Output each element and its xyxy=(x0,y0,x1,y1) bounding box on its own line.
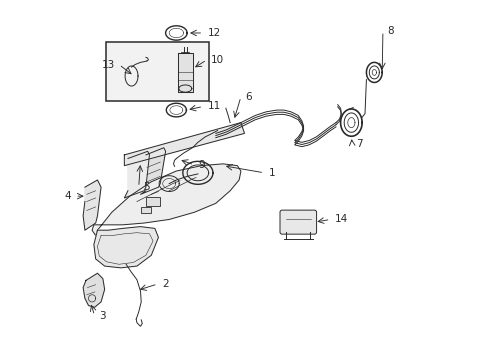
Text: 11: 11 xyxy=(207,102,221,112)
Polygon shape xyxy=(178,53,192,92)
Text: 4: 4 xyxy=(64,191,71,201)
FancyBboxPatch shape xyxy=(140,207,151,213)
Text: 13: 13 xyxy=(101,59,115,69)
Polygon shape xyxy=(124,151,149,198)
Polygon shape xyxy=(83,273,104,307)
Text: 5: 5 xyxy=(142,182,149,192)
FancyBboxPatch shape xyxy=(280,210,316,234)
Text: 2: 2 xyxy=(162,279,168,289)
Polygon shape xyxy=(140,148,165,194)
Text: 1: 1 xyxy=(268,168,275,178)
Text: 7: 7 xyxy=(356,139,362,149)
FancyBboxPatch shape xyxy=(145,197,160,206)
Text: 10: 10 xyxy=(211,55,224,65)
Polygon shape xyxy=(92,164,241,235)
Text: 9: 9 xyxy=(198,160,205,170)
Text: 12: 12 xyxy=(207,28,221,38)
Polygon shape xyxy=(124,123,244,166)
Text: 14: 14 xyxy=(334,215,347,224)
Text: 3: 3 xyxy=(99,311,105,320)
Polygon shape xyxy=(94,226,158,268)
Text: 6: 6 xyxy=(244,92,251,102)
Polygon shape xyxy=(83,180,101,230)
Text: 8: 8 xyxy=(386,26,393,36)
FancyBboxPatch shape xyxy=(106,42,208,101)
